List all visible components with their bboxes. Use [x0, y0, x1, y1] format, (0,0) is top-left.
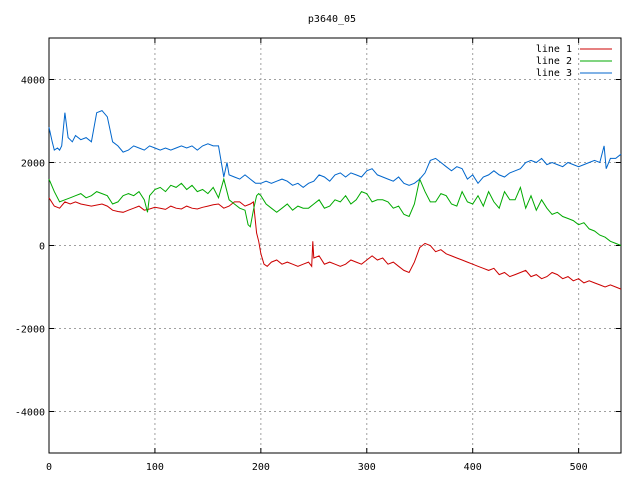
series-line-2: [48, 177, 622, 246]
y-tick-label: 0: [39, 242, 45, 253]
y-tick-label: -4000: [15, 408, 45, 419]
chart-title: p3640_05: [308, 14, 356, 25]
legend-label: line 1: [536, 44, 572, 55]
x-tick-label: 400: [464, 462, 482, 473]
x-tick-label: 0: [46, 462, 52, 473]
axis-ticks: 0 100 200 300 400 500 -4000 -2000 0 2000 4000: [15, 38, 621, 473]
series-line-1: [48, 197, 622, 290]
x-tick-label: 500: [570, 462, 588, 473]
series-line-3: [48, 110, 622, 189]
y-tick-label: 2000: [21, 159, 45, 170]
y-tick-label: 4000: [21, 76, 45, 87]
legend-label: line 2: [536, 56, 572, 67]
grid-lines: [49, 38, 621, 453]
y-tick-label: -2000: [15, 325, 45, 336]
legend-label: line 3: [536, 68, 572, 79]
series-group: [48, 110, 622, 290]
x-tick-label: 100: [146, 462, 164, 473]
x-tick-label: 300: [358, 462, 376, 473]
x-tick-label: 200: [252, 462, 270, 473]
